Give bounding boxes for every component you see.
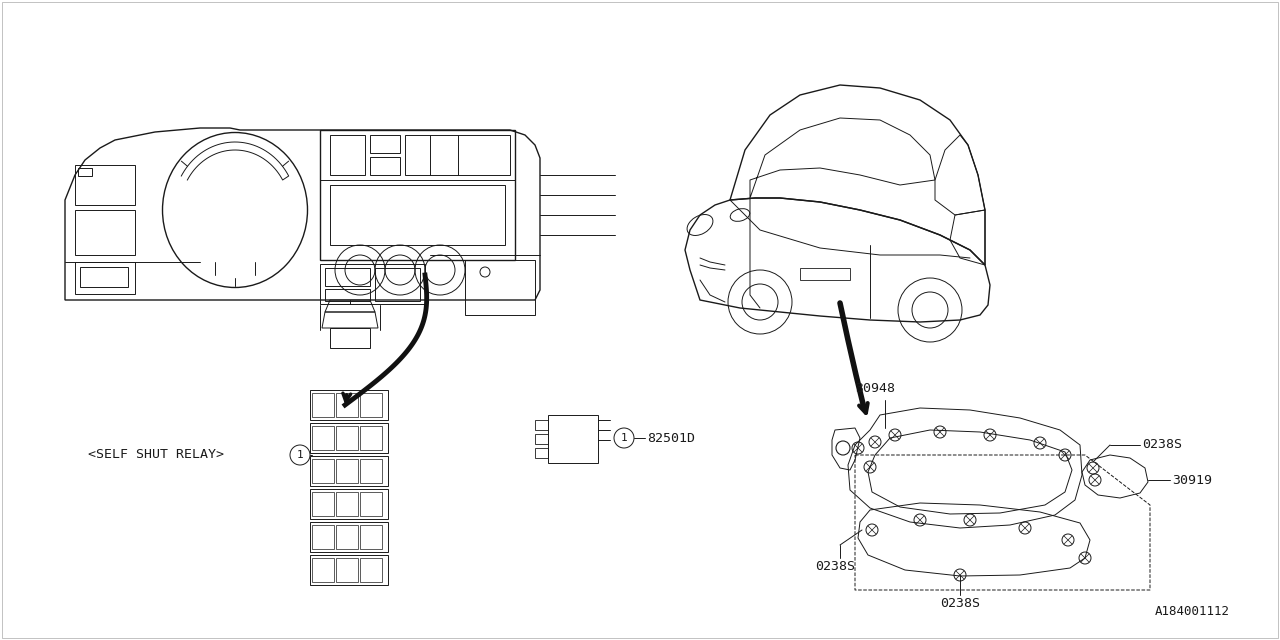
Bar (465, 260, 535, 315)
Bar (325, 268, 370, 286)
Text: A184001112: A184001112 (1155, 605, 1230, 618)
Text: 0238S: 0238S (1142, 438, 1181, 451)
Bar (360, 558, 381, 582)
Bar (76, 262, 134, 294)
Bar (360, 492, 381, 516)
Bar (535, 448, 548, 458)
Bar (404, 135, 509, 175)
Bar (370, 135, 399, 153)
Bar (335, 525, 358, 549)
Text: 30948: 30948 (855, 382, 895, 395)
Bar (78, 168, 92, 176)
Bar (335, 393, 358, 417)
Text: <SELF SHUT RELAY>: <SELF SHUT RELAY> (88, 449, 224, 461)
Text: 30919: 30919 (1172, 474, 1212, 486)
Bar (800, 268, 850, 280)
Text: 0238S: 0238S (815, 560, 855, 573)
Text: 1: 1 (297, 450, 303, 460)
Bar (375, 268, 420, 301)
Bar (312, 525, 334, 549)
Bar (310, 522, 388, 552)
Bar (76, 210, 134, 255)
Bar (330, 328, 370, 348)
Bar (370, 157, 399, 175)
Bar (335, 492, 358, 516)
Text: 1: 1 (621, 433, 627, 443)
Bar (312, 459, 334, 483)
Bar (312, 492, 334, 516)
Bar (310, 489, 388, 519)
Text: 0238S: 0238S (940, 597, 980, 610)
Bar (335, 459, 358, 483)
Bar (325, 289, 370, 301)
Bar (330, 185, 506, 245)
Bar (79, 267, 128, 287)
Bar (310, 423, 388, 453)
Bar (360, 426, 381, 450)
Bar (310, 390, 388, 420)
Bar (335, 426, 358, 450)
Bar (360, 393, 381, 417)
Bar (360, 459, 381, 483)
Bar (320, 130, 515, 260)
Bar (312, 558, 334, 582)
Bar (310, 456, 388, 486)
Bar (320, 264, 425, 304)
Bar (312, 393, 334, 417)
Bar (535, 434, 548, 444)
Bar (76, 165, 134, 205)
Text: 82501D: 82501D (646, 431, 695, 445)
Bar (310, 555, 388, 585)
Bar (330, 135, 365, 175)
Bar (535, 420, 548, 430)
Bar (335, 558, 358, 582)
Bar (360, 525, 381, 549)
Bar (312, 426, 334, 450)
Bar (548, 415, 598, 463)
